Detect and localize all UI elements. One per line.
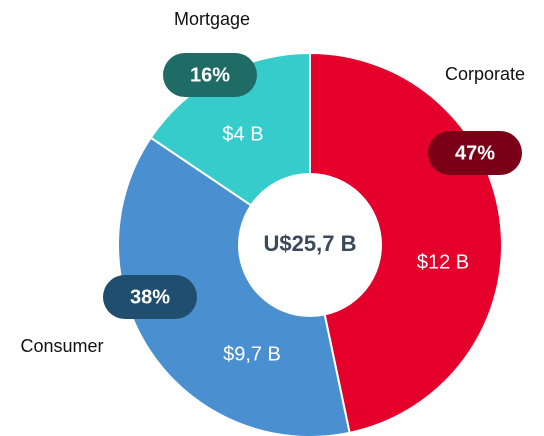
percentage-label: 47% [455, 142, 495, 164]
total-label: U$25,7 B [264, 231, 357, 256]
percentage-badge [103, 275, 197, 319]
percentage-badge [428, 131, 522, 175]
value-label: $9,7 B [223, 343, 281, 365]
percentage-label: 16% [190, 64, 230, 86]
category-label: Consumer [20, 336, 103, 356]
value-label: $4 B [222, 123, 263, 145]
category-label: Corporate [445, 64, 525, 84]
percentage-badge [163, 53, 257, 97]
value-label: $12 B [417, 251, 469, 273]
percentage-label: 38% [130, 286, 170, 308]
category-label: Mortgage [174, 9, 250, 29]
donut-hole [238, 173, 382, 317]
